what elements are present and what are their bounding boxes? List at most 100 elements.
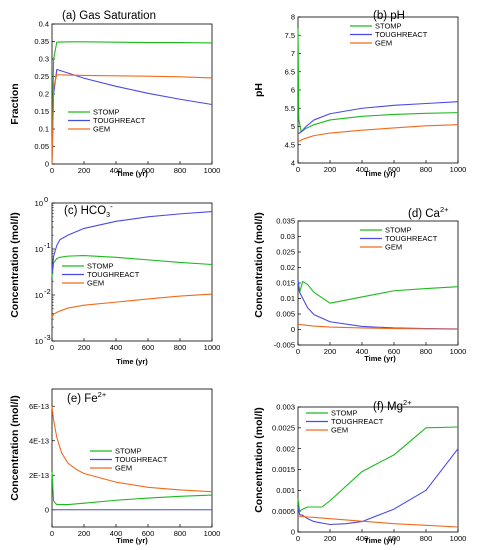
panel-c-ytick-exponent: -3 — [44, 333, 51, 342]
panel-b-xtick-label: 0 — [296, 165, 300, 174]
panel-d-legend-label-gem: GEM — [385, 243, 402, 252]
panel-b-ytick-label: 4.5 — [285, 140, 295, 149]
panel-d-series-gem — [297, 323, 459, 330]
panel-b-ytick-label: 4 — [291, 159, 295, 168]
panel-f-series-stomp — [297, 426, 459, 512]
panel-e-xtick-label: 1000 — [204, 529, 221, 538]
panel-a-ytick-label: 0 — [45, 160, 49, 169]
panel-a-ytick-label: 0.35 — [34, 37, 49, 46]
panel-a-legend-label-stomp: STOMP — [93, 108, 120, 117]
panel-d-ytick-label: 0.03 — [280, 232, 295, 241]
panel-c-ytick-exponent: -2 — [44, 287, 51, 296]
panel-b-ytick-label: 8 — [291, 13, 295, 22]
panel-a-xtick-label: 1000 — [204, 166, 221, 175]
panel-c-xtick-label: 200 — [78, 343, 91, 352]
panel-a-ytick-label: 0.1 — [39, 125, 49, 134]
panel-e-title-main: (e) Fe — [67, 393, 98, 405]
panel-a-xtick-label: 0 — [50, 166, 54, 175]
panel-f-ytick-label: 0.002 — [276, 444, 295, 453]
panel-a-xlabel: Time (yr) — [116, 169, 148, 178]
panel-c-legend-label-gem: GEM — [87, 279, 104, 288]
panel-a-ylabel: Fraction — [9, 83, 21, 124]
panel-a-plot: 0 200 400 600 800 1000 0 0.05 0.1 0.15 0.2 0.25 0.3 0… — [34, 20, 220, 175]
panel-e-ytick-label: 6E-13 — [29, 402, 49, 411]
panel-a-ytick-label: 0.3 — [39, 55, 49, 64]
panel-d-xtick-label: 1000 — [450, 347, 467, 356]
panel-b-xlabel: Time (yr) — [364, 169, 396, 178]
panel-f-xtick-label: 1000 — [450, 534, 467, 543]
panel-e-xtick-label: 0 — [50, 529, 54, 538]
panel-f-xlabel: Time (yr) — [364, 536, 396, 545]
panel-f-xtick-label: 600 — [388, 534, 401, 543]
panel-d-xtick-label: 800 — [420, 347, 433, 356]
panel-c-title-sub: 3 — [106, 212, 110, 219]
panel-e-legend-label-gem: GEM — [115, 464, 132, 473]
panel-e-fe: Concentration (mol/l) (e) Fe2+ Time (yr) — [9, 390, 148, 545]
panel-c-ytick-label: 10 — [35, 245, 43, 254]
panel-e-frame — [51, 388, 213, 528]
panel-f-xtick-label: 200 — [324, 534, 337, 543]
panel-a-ytick-label: 0.05 — [34, 142, 49, 151]
panel-a-title: (a) Gas Saturation — [62, 10, 156, 22]
panel-c-title: (c) HCO3- — [64, 202, 113, 219]
panel-e-xtick-label: 400 — [110, 529, 123, 538]
panel-e-ytick-label: 4E-13 — [29, 436, 49, 445]
panel-d-xtick-label: 400 — [356, 347, 369, 356]
panel-b-series-gem — [298, 124, 459, 142]
panel-b-ph: pH (b) pH Time (yr) — [253, 10, 405, 178]
panel-e-ylabel: Concentration (mol/l) — [9, 395, 21, 501]
panel-d-ytick-label: 0.01 — [280, 294, 295, 303]
panel-a-series-gem — [51, 74, 213, 165]
panel-d-ytick-label: 0.005 — [276, 310, 295, 319]
panel-f-title-sup: 2+ — [403, 398, 412, 407]
panel-c-ytick-label: 10 — [35, 291, 43, 300]
panel-e-xtick-label: 600 — [142, 529, 155, 538]
panel-c-legend-label-stomp: STOMP — [87, 262, 114, 271]
panel-c-series-gem — [51, 293, 213, 318]
panel-f-ytick-label: 0.0005 — [272, 507, 295, 516]
panel-b-ytick-label: 5 — [291, 122, 295, 131]
panel-a-legend-label-gem: GEM — [93, 125, 110, 134]
panel-f-series-gem — [297, 514, 459, 528]
panel-b-legend-label-gem: GEM — [375, 39, 392, 48]
panel-b-ytick-label: 6 — [291, 86, 295, 95]
panel-f-xtick-label: 400 — [356, 534, 369, 543]
panel-f-ytick-label: 0.0015 — [272, 465, 295, 474]
panel-a-ytick-label: 0.4 — [39, 20, 49, 29]
panel-d-title-main: (d) Ca — [408, 208, 441, 220]
panel-c-xtick-label: 1000 — [204, 343, 221, 352]
panel-b-series-toughreact — [297, 101, 459, 135]
panel-c-ytick-label: 10 — [35, 199, 43, 208]
panel-f-title: (f) Mg2+ — [373, 398, 412, 413]
panel-d-ytick-label: 0.015 — [276, 279, 295, 288]
panel-d-title: (d) Ca2+ — [408, 205, 449, 220]
panel-c-xtick-label: 0 — [50, 343, 54, 352]
panel-d-xtick-label: 200 — [324, 347, 337, 356]
panel-c-ytick-exponent: -1 — [44, 241, 51, 250]
panel-f-xtick-label: 0 — [296, 534, 300, 543]
panel-d-ytick-label: 0.035 — [276, 217, 295, 226]
panel-c-title-main: (c) HCO — [64, 205, 106, 217]
panel-e-title: (e) Fe2+ — [67, 390, 107, 405]
panel-f-plot: 0 200 400 600 800 1000 0 0.0005 0.001 0.0015 0.002… — [272, 403, 466, 543]
panel-f-ytick-label: 0.001 — [276, 486, 295, 495]
panel-d-legend-label-stomp: STOMP — [385, 226, 412, 235]
panel-c-xtick-label: 800 — [174, 343, 187, 352]
panel-b-xtick-label: 400 — [356, 165, 369, 174]
panel-c-xtick-label: 600 — [142, 343, 155, 352]
panel-d-xlabel: Time (yr) — [364, 354, 396, 363]
panel-b-title: (b) pH — [373, 10, 405, 22]
panel-d-ytick-label: -0.005 — [274, 341, 295, 350]
panel-d-ytick-label: 0 — [291, 325, 295, 334]
panel-a-series-stomp — [51, 41, 213, 165]
panel-b-ytick-label: 6.5 — [285, 67, 295, 76]
panel-f-xtick-label: 800 — [420, 534, 433, 543]
panel-e-title-sup: 2+ — [98, 390, 107, 399]
panel-b-xtick-label: 1000 — [450, 165, 467, 174]
panel-d-ytick-label: 0.02 — [280, 263, 295, 272]
